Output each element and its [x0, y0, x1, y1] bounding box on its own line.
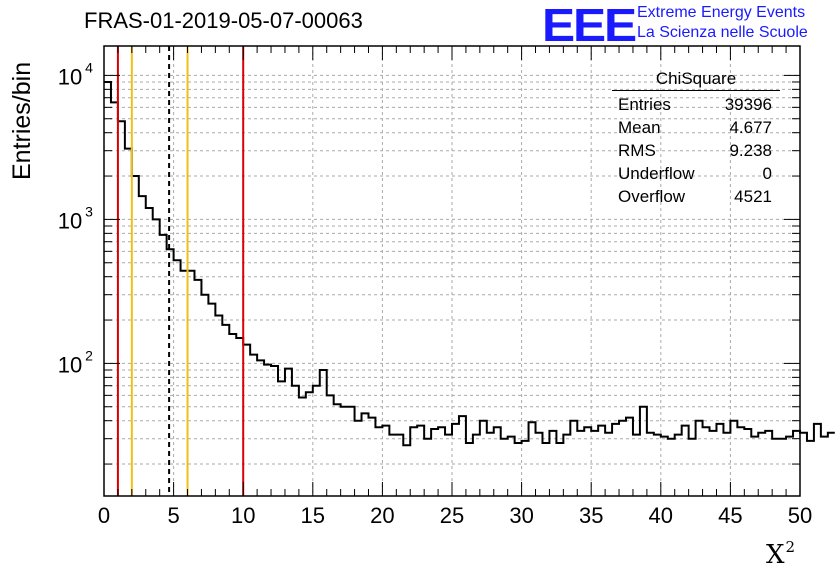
y-tick-label-exponent: 3: [85, 203, 93, 219]
stats-value: 39396: [724, 95, 772, 114]
eee-logo-mark: EEE: [542, 0, 637, 51]
x-axis-label-exponent: 2: [785, 538, 796, 556]
stats-row-entries: Entries 39396: [612, 93, 780, 116]
y-tick-label-base: 10: [58, 208, 82, 233]
stats-value: 0: [762, 164, 772, 183]
stats-label: Overflow: [618, 187, 686, 206]
stats-label: Entries: [618, 95, 671, 114]
x-tick-label: 5: [167, 503, 179, 528]
histogram-line: [104, 80, 835, 447]
stats-row-overflow: Overflow 4521: [612, 185, 780, 208]
stats-divider: [612, 90, 780, 91]
x-tick-label: 25: [440, 503, 464, 528]
stats-value: 4.677: [729, 118, 772, 137]
x-tick-label: 50: [788, 503, 812, 528]
y-tick-label-base: 10: [58, 352, 82, 377]
stats-box: ChiSquare Entries 39396 Mean 4.677 RMS 9.23…: [612, 68, 780, 208]
stats-label: RMS: [618, 141, 656, 160]
x-axis-label-base: X: [766, 540, 785, 570]
plot-title: FRAS-01-2019-05-07-00063: [84, 8, 363, 33]
y-tick-label-base: 10: [58, 64, 82, 89]
y-tick-label-exponent: 2: [85, 347, 93, 363]
x-tick-label: 35: [579, 503, 603, 528]
x-tick-label: 0: [98, 503, 110, 528]
marker-lines: [116, 46, 245, 496]
x-tick-label: 20: [370, 503, 394, 528]
y-axis-label: Entries/bin: [8, 61, 36, 180]
stats-value: 4521: [734, 187, 772, 206]
stats-row-mean: Mean 4.677: [612, 116, 780, 139]
stats-row-underflow: Underflow 0: [612, 162, 780, 185]
x-tick-label: 15: [301, 503, 325, 528]
stats-title: ChiSquare: [655, 69, 737, 88]
grid-lines: [104, 46, 800, 496]
x-axis-label: X2: [766, 538, 795, 570]
y-tick-label-exponent: 4: [85, 59, 93, 75]
x-tick-label: 40: [649, 503, 673, 528]
x-tick-label: 10: [231, 503, 255, 528]
logo-line-2: La Scienza nelle Scuole: [637, 24, 808, 41]
x-tick-label: 30: [509, 503, 533, 528]
stats-label: Underflow: [618, 164, 695, 183]
stats-label: Mean: [618, 118, 661, 137]
stats-value: 9.238: [729, 141, 772, 160]
x-tick-label: 45: [718, 503, 742, 528]
logo-line-1: Extreme Energy Events: [637, 4, 806, 21]
histogram-series: [104, 80, 835, 447]
stats-row-rms: RMS 9.238: [612, 139, 780, 162]
